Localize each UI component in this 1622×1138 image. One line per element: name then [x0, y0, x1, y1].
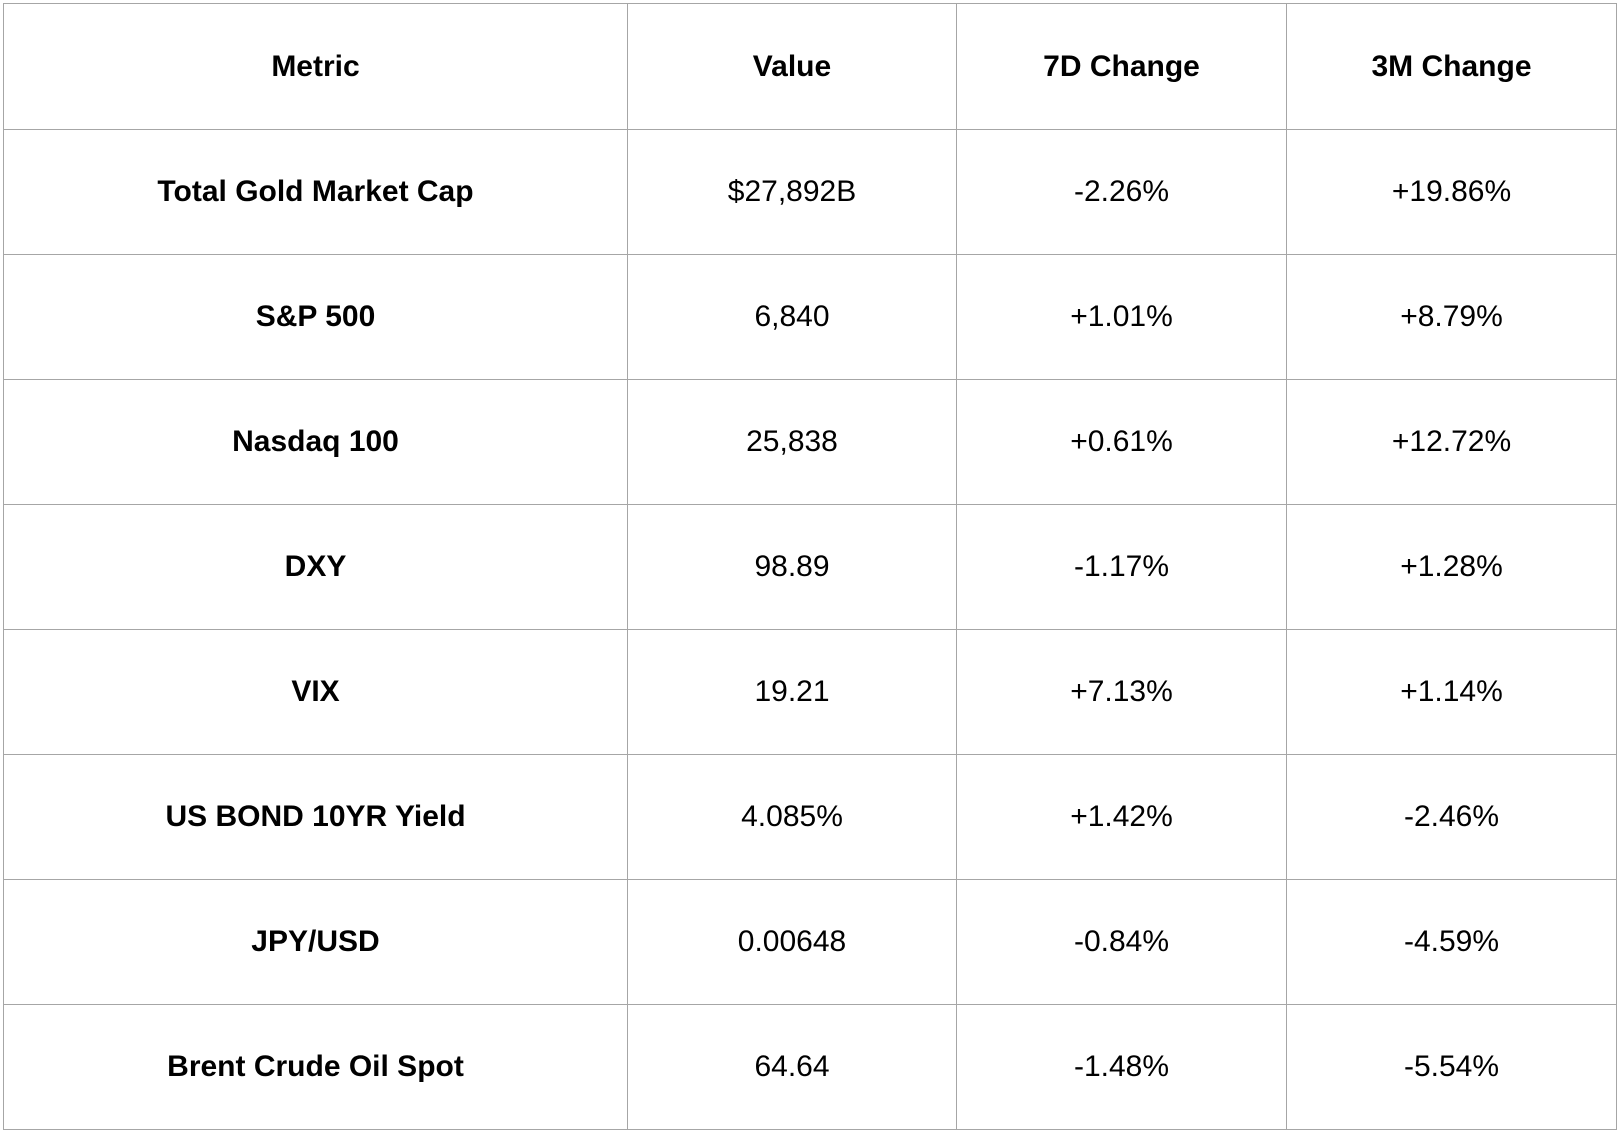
3m-change-cell: +1.28% [1286, 504, 1617, 630]
7d-change-cell: +1.42% [956, 754, 1287, 880]
market-metrics-table: Metric Value 7D Change 3M Change Total G… [3, 3, 1617, 1130]
table-row: Brent Crude Oil Spot 64.64 -1.48% -5.54% [3, 1004, 1617, 1130]
column-header-value: Value [627, 3, 957, 130]
table-row: US BOND 10YR Yield 4.085% +1.42% -2.46% [3, 754, 1617, 880]
7d-change-cell: +7.13% [956, 629, 1287, 755]
7d-change-cell: -2.26% [956, 129, 1287, 255]
metric-cell: JPY/USD [3, 879, 628, 1005]
table-row: VIX 19.21 +7.13% +1.14% [3, 629, 1617, 755]
3m-change-cell: +19.86% [1286, 129, 1617, 255]
metric-cell: Total Gold Market Cap [3, 129, 628, 255]
table-row: DXY 98.89 -1.17% +1.28% [3, 504, 1617, 630]
table-body: Total Gold Market Cap $27,892B -2.26% +19.8… [3, 129, 1617, 1130]
value-cell: 98.89 [627, 504, 957, 630]
table-row: S&P 500 6,840 +1.01% +8.79% [3, 254, 1617, 380]
metric-cell: US BOND 10YR Yield [3, 754, 628, 880]
column-header-7d-change: 7D Change [956, 3, 1287, 130]
metric-cell: DXY [3, 504, 628, 630]
table-row: Total Gold Market Cap $27,892B -2.26% +19.8… [3, 129, 1617, 255]
metric-cell: VIX [3, 629, 628, 755]
header-row: Metric Value 7D Change 3M Change [3, 3, 1617, 130]
value-cell: $27,892B [627, 129, 957, 255]
value-cell: 19.21 [627, 629, 957, 755]
table-row: Nasdaq 100 25,838 +0.61% +12.72% [3, 379, 1617, 505]
7d-change-cell: +1.01% [956, 254, 1287, 380]
value-cell: 4.085% [627, 754, 957, 880]
value-cell: 64.64 [627, 1004, 957, 1130]
column-header-metric: Metric [3, 3, 628, 130]
3m-change-cell: -5.54% [1286, 1004, 1617, 1130]
table-row: JPY/USD 0.00648 -0.84% -4.59% [3, 879, 1617, 1005]
market-metrics-table-container: Metric Value 7D Change 3M Change Total G… [3, 3, 1617, 1130]
metric-cell: Brent Crude Oil Spot [3, 1004, 628, 1130]
7d-change-cell: -1.17% [956, 504, 1287, 630]
metric-cell: Nasdaq 100 [3, 379, 628, 505]
7d-change-cell: -1.48% [956, 1004, 1287, 1130]
3m-change-cell: +1.14% [1286, 629, 1617, 755]
metric-cell: S&P 500 [3, 254, 628, 380]
3m-change-cell: +8.79% [1286, 254, 1617, 380]
column-header-3m-change: 3M Change [1286, 3, 1617, 130]
3m-change-cell: -4.59% [1286, 879, 1617, 1005]
value-cell: 25,838 [627, 379, 957, 505]
3m-change-cell: -2.46% [1286, 754, 1617, 880]
7d-change-cell: +0.61% [956, 379, 1287, 505]
7d-change-cell: -0.84% [956, 879, 1287, 1005]
3m-change-cell: +12.72% [1286, 379, 1617, 505]
value-cell: 0.00648 [627, 879, 957, 1005]
value-cell: 6,840 [627, 254, 957, 380]
